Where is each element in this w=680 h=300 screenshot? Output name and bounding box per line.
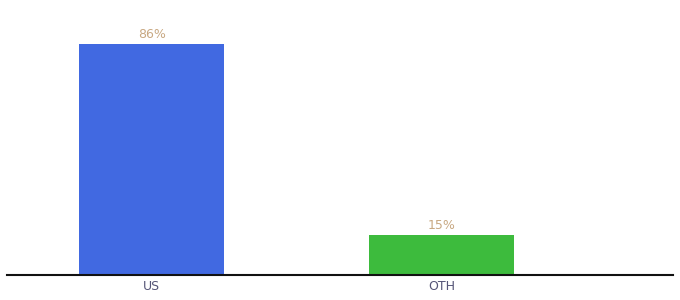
Text: 86%: 86% xyxy=(138,28,166,41)
Text: 15%: 15% xyxy=(428,219,456,232)
Bar xyxy=(80,44,224,275)
Bar xyxy=(369,235,514,275)
